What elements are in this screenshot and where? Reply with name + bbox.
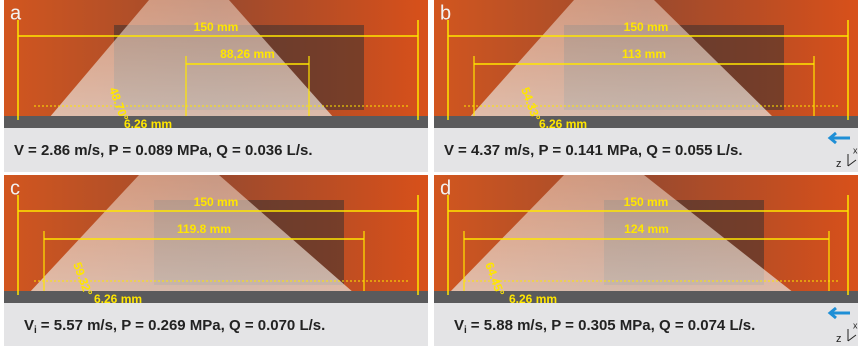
caption-rest: = 5.57 m/s, P = 0.269 MPa, Q = 0.070 L/s… xyxy=(41,317,326,334)
panel-letter: c xyxy=(10,177,20,199)
height-label: 6.26 mm xyxy=(94,292,142,306)
caption-variable: V xyxy=(444,142,454,159)
page: {"panels": [ {"label": "a", "total_width… xyxy=(0,0,858,346)
steel-plate xyxy=(434,116,858,128)
inner-width-label: 113 mm xyxy=(622,47,666,61)
inner-width-label: 124 mm xyxy=(624,222,669,236)
caption: V= 4.37 m/s, P = 0.141 MPa, Q = 0.055 L/… xyxy=(444,142,743,159)
panel-letter: b xyxy=(440,2,451,24)
height-label: 6.26 mm xyxy=(124,117,172,131)
axis-z: z xyxy=(836,333,842,345)
axis-x: x xyxy=(853,145,858,155)
inner-width-label: 119.8 mm xyxy=(177,222,231,236)
caption-rest: = 2.86 m/s, P = 0.089 MPa, Q = 0.036 L/s… xyxy=(28,142,313,159)
panel-letter: d xyxy=(440,177,451,199)
caption-rest: = 5.88 m/s, P = 0.305 MPa, Q = 0.074 L/s… xyxy=(471,317,756,334)
caption-variable: V xyxy=(24,317,34,334)
caption: Vi = 5.57 m/s, P = 0.269 MPa, Q = 0.070 L… xyxy=(24,317,325,336)
axis-z: z xyxy=(836,158,842,170)
caption-subscript: i xyxy=(464,325,467,336)
height-label: 6.26 mm xyxy=(509,292,557,306)
inner-width-label: 88,26 mm xyxy=(220,47,275,61)
steel-plate xyxy=(4,291,428,303)
total-width-label: 150 mm xyxy=(624,20,669,34)
steel-plate xyxy=(4,116,428,128)
panel-letter: a xyxy=(10,2,22,24)
total-width-label: 150 mm xyxy=(194,20,239,34)
total-width-label: 150 mm xyxy=(194,195,239,209)
caption-subscript: i xyxy=(34,325,37,336)
caption: V= 2.86 m/s, P = 0.089 MPa, Q = 0.036 L/… xyxy=(14,142,313,159)
caption-variable: V xyxy=(454,317,464,334)
figure: 150 mm88,26 mm48.70°6.26 mmaV= 2.86 m/s,… xyxy=(0,0,858,346)
axis-x: x xyxy=(853,320,858,330)
caption-variable: V xyxy=(14,142,24,159)
caption-rest: = 4.37 m/s, P = 0.141 MPa, Q = 0.055 L/s… xyxy=(458,142,743,159)
caption: Vi = 5.88 m/s, P = 0.305 MPa, Q = 0.074 L… xyxy=(454,317,755,336)
total-width-label: 150 mm xyxy=(624,195,669,209)
height-label: 6.26 mm xyxy=(539,117,587,131)
